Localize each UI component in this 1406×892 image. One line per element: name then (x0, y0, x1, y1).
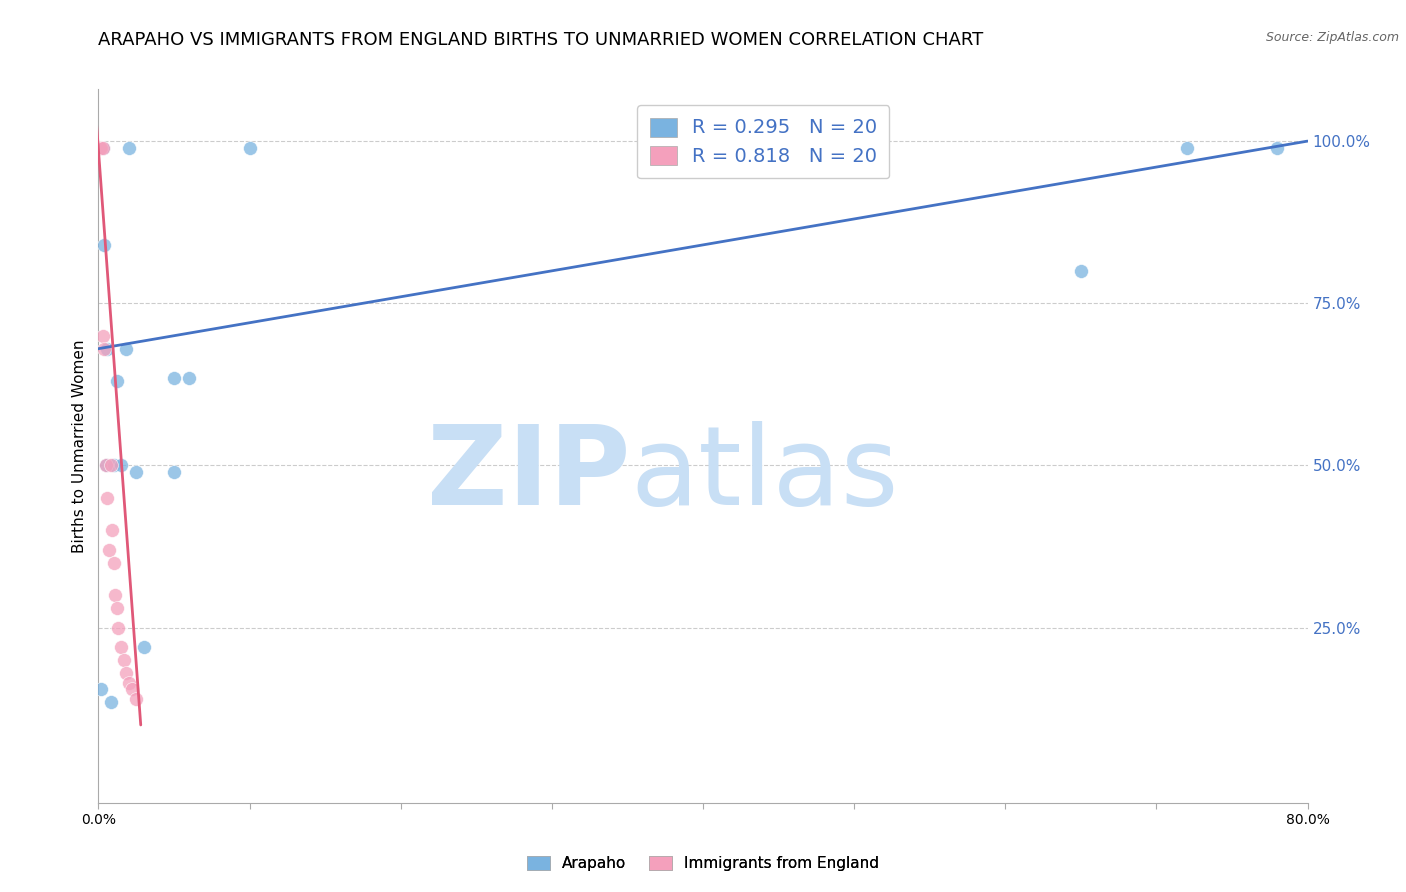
Point (90, 140, 112, 154)
Point (94, 458, 117, 473)
Point (107, 621, 129, 635)
Point (179, 371, 201, 385)
Point (103, 556, 125, 570)
Point (100, 458, 122, 473)
Point (125, 465, 148, 479)
Point (1267, 140, 1289, 154)
Point (89, 140, 111, 154)
Point (163, 465, 186, 479)
Point (110, 458, 132, 473)
Point (104, 588, 127, 602)
Point (100, 695, 122, 709)
Point (96, 342, 118, 356)
Point (91, 328, 114, 343)
Point (132, 640, 155, 654)
Text: ZIP: ZIP (427, 421, 630, 528)
Point (90, 682, 112, 697)
Point (125, 692, 148, 706)
Point (105, 374, 128, 388)
Point (114, 666, 136, 681)
Point (94, 458, 117, 473)
Point (91, 140, 114, 154)
Point (98, 542, 121, 557)
Point (239, 140, 262, 154)
Point (163, 371, 186, 385)
Point (121, 682, 143, 697)
Point (101, 524, 124, 538)
Point (118, 140, 141, 154)
Point (114, 342, 136, 356)
Point (105, 601, 128, 615)
Point (96, 491, 118, 505)
Point (1070, 264, 1092, 278)
Text: ARAPAHO VS IMMIGRANTS FROM ENGLAND BIRTHS TO UNMARRIED WOMEN CORRELATION CHART: ARAPAHO VS IMMIGRANTS FROM ENGLAND BIRTH… (98, 31, 984, 49)
Y-axis label: Births to Unmarried Women: Births to Unmarried Women (72, 339, 87, 553)
Text: Source: ZipAtlas.com: Source: ZipAtlas.com (1265, 31, 1399, 45)
Point (91, 140, 114, 154)
Point (103, 458, 125, 473)
Point (93, 342, 115, 356)
Point (110, 640, 132, 654)
Point (93, 238, 115, 252)
Point (1175, 140, 1198, 154)
Point (112, 653, 135, 667)
Legend: Arapaho, Immigrants from England: Arapaho, Immigrants from England (520, 850, 886, 877)
Point (118, 675, 141, 690)
Text: atlas: atlas (630, 421, 898, 528)
